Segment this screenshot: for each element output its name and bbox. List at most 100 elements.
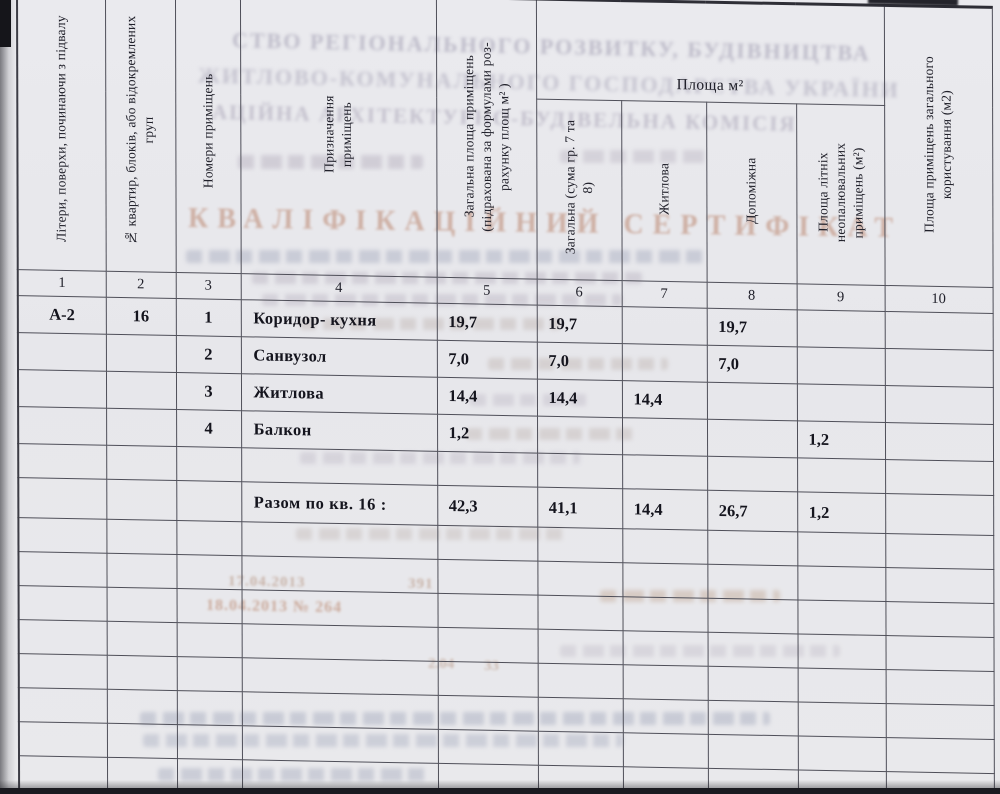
cell-c10	[885, 533, 994, 570]
cell-c2	[106, 723, 177, 759]
cell-c5	[437, 525, 538, 562]
cell-c8: 26,7	[707, 490, 798, 532]
header-col1-label: Літери, поверхи, починаючи з підвалу	[53, 14, 70, 242]
cell-c9	[797, 599, 886, 636]
cell-c6	[537, 561, 623, 597]
cell-c9	[797, 531, 886, 568]
cell-c3: 1	[175, 298, 241, 337]
cell-c7	[622, 630, 708, 667]
cell-c1	[17, 369, 107, 409]
cell-c7: 14,4	[621, 380, 707, 420]
cell-c2	[106, 621, 177, 657]
cell-c5: 42,3	[437, 485, 538, 528]
scan-left-edge	[0, 0, 16, 794]
cell-c7	[622, 562, 708, 599]
cell-c5	[437, 593, 538, 630]
cell-c1	[18, 687, 107, 724]
column-number: 7	[621, 280, 707, 309]
header-col7: Житлова	[621, 100, 707, 283]
header-area-group: Площа м²	[535, 0, 885, 106]
header-col9: Площа літніх неопалювальних приміщень (м…	[796, 103, 885, 286]
cell-c8: 19,7	[706, 308, 797, 347]
cell-c9	[797, 565, 886, 602]
cell-c6	[537, 697, 623, 733]
header-col9-label: Площа літніх неопалювальних приміщень (м…	[814, 142, 866, 242]
cell-c10	[885, 567, 994, 604]
cell-c6	[537, 731, 623, 767]
cell-c8	[706, 382, 797, 421]
cell-c5: 14,4	[436, 377, 538, 417]
cell-c1	[18, 653, 107, 690]
cell-c8	[707, 564, 798, 600]
header-col6-label: Загальна (сума гр. 7 та 8)	[562, 119, 595, 255]
cell-c8: 7,0	[706, 345, 797, 384]
cell-c5: 1,2	[437, 414, 538, 454]
column-number: 3	[175, 272, 241, 300]
cell-c7	[622, 528, 708, 565]
cell-c1	[18, 517, 107, 554]
header-col8-label: Допоміжна	[743, 157, 759, 224]
column-number: 8	[706, 282, 797, 310]
column-number: 10	[884, 285, 993, 314]
cell-c1	[18, 406, 107, 446]
cell-c7: 14,4	[622, 488, 708, 531]
header-col7-label: Житлова	[656, 162, 672, 216]
cell-c3: 3	[175, 372, 242, 411]
cell-c2	[106, 689, 177, 725]
cell-c6	[537, 416, 623, 455]
cell-c7	[622, 596, 708, 633]
cell-c9	[797, 701, 886, 738]
cell-c7	[622, 732, 708, 769]
cell-c2	[106, 479, 177, 521]
cell-c10	[884, 311, 993, 351]
cell-c3	[176, 480, 242, 522]
cell-c6	[537, 453, 623, 489]
cell-c4	[241, 657, 438, 696]
column-number: 2	[105, 271, 176, 299]
cell-c5	[437, 695, 538, 732]
cell-c9	[796, 346, 885, 386]
cell-c10	[885, 669, 994, 706]
cell-c4: Разом по кв. 16 :	[241, 481, 438, 526]
cell-c2	[105, 371, 177, 410]
header-col10-label: Площа приміщень загального користування …	[921, 55, 955, 233]
cell-c8	[707, 734, 798, 770]
cell-c2	[106, 553, 177, 589]
cell-c10	[885, 493, 994, 536]
header-area-group-label: Площа м²	[676, 76, 744, 95]
cell-c4	[241, 589, 438, 628]
cell-c8	[707, 456, 798, 492]
cell-c8	[706, 419, 798, 458]
cell-c1: А-2	[17, 295, 106, 335]
cell-c1	[18, 585, 107, 622]
cell-c6: 7,0	[536, 342, 622, 381]
table-body: А-2 16 1 Коридор- кухня 19,7 19,7 19,7 2 Санвузо…	[17, 295, 994, 794]
cell-c5	[437, 661, 538, 698]
cell-c1	[18, 551, 107, 588]
header-col2-label: № квартир, блоків, або відокремлених гру…	[123, 14, 157, 245]
header-col4-label: Призначення приміщень	[321, 94, 355, 173]
column-number: 6	[536, 279, 622, 307]
cell-c4: Житлова	[240, 373, 438, 415]
cell-c1	[17, 332, 106, 372]
header-col10: Площа приміщень загального користування …	[883, 5, 993, 288]
cell-c9	[796, 383, 885, 423]
column-number: 4	[240, 273, 437, 304]
cell-c5	[437, 451, 538, 488]
cell-c6	[537, 663, 623, 699]
cell-c7	[621, 306, 707, 346]
table-tilt-wrapper: Літери, поверхи, починаючи з підвалу № к…	[16, 0, 995, 794]
cell-c2	[105, 334, 176, 373]
cell-c10	[885, 459, 994, 496]
cell-c10	[884, 422, 994, 462]
cell-c10	[885, 703, 994, 740]
cell-c1	[18, 443, 107, 480]
cell-c8	[707, 598, 798, 634]
cell-c7	[621, 343, 707, 383]
header-col5-label: Загальна площа приміщень (підрахована за…	[460, 41, 512, 232]
table-header: Літери, поверхи, починаючи з підвалу № к…	[17, 0, 993, 314]
cell-c3	[176, 656, 242, 692]
cell-c4	[241, 691, 438, 730]
cell-c5: 7,0	[436, 340, 537, 380]
